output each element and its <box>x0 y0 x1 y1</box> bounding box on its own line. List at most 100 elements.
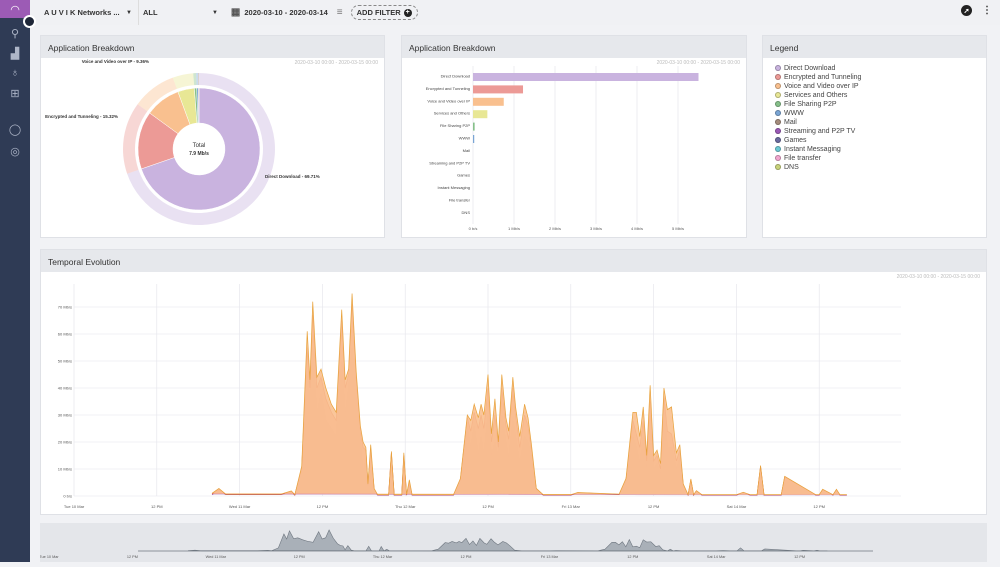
legend-dot-icon <box>775 137 781 143</box>
legend-dot-icon <box>775 92 781 98</box>
navigator-tick-label: Wed 11 Mar <box>206 555 227 559</box>
bar-category-label: DNS <box>462 210 471 215</box>
pie-panel: Application Breakdown 2020-03-10 00:00 -… <box>40 35 385 238</box>
date-range-label: 2020-03-10 00:00 - 2020-03-15 00:00 <box>656 60 740 66</box>
bar-category-label: Games <box>457 173 470 178</box>
sidebar-item-tools[interactable]: ⚲ <box>0 22 30 44</box>
legend-label: Services and Others <box>784 92 848 99</box>
legend-dot-icon <box>775 65 781 71</box>
navigator-chart[interactable]: Tue 10 Mar 12 PM Wed 11 Mar 12 PM Thu 12 Mar… <box>39 523 987 562</box>
bar <box>473 135 475 143</box>
legend-dot-icon <box>775 146 781 152</box>
panel-title: Application Breakdown <box>41 36 384 58</box>
client-name: A U V I K Networks ... <box>44 8 120 17</box>
y-tick-label: 40 Mb/s <box>58 386 72 391</box>
date-range-label: 2020-03-10 00:00 - 2020-03-15 00:00 <box>294 60 378 66</box>
legend-item[interactable]: Direct Download <box>775 64 974 73</box>
y-tick-label: 60 Mb/s <box>58 332 72 337</box>
x-tick-label: Fri 13 Mar <box>562 504 581 509</box>
panel-title: Temporal Evolution <box>41 250 986 272</box>
navigator-area <box>187 529 828 552</box>
navigator-tick-label: 12 PM <box>127 555 138 559</box>
pie-label: Direct Download - 69.71% <box>265 174 320 179</box>
navigator-tick-label: 12 PM <box>627 555 638 559</box>
filter-icon[interactable]: ≡ <box>336 7 343 18</box>
navigator-tick-label: 12 PM <box>294 555 305 559</box>
legend-dot-icon <box>775 110 781 116</box>
legend-item[interactable]: WWW <box>775 109 974 118</box>
time-navigator[interactable]: Tue 10 Mar 12 PM Wed 11 Mar 12 PM Thu 12 Mar… <box>39 523 987 562</box>
navigator-tick-label: 12 PM <box>461 555 472 559</box>
legend-item[interactable]: Voice and Video over IP <box>775 82 974 91</box>
legend-dot-icon <box>775 128 781 134</box>
wrench-icon: ⚲ <box>10 27 20 40</box>
legend-dot-icon <box>775 155 781 161</box>
legend-item[interactable]: Instant Messaging <box>775 145 974 154</box>
sidebar-item-support[interactable]: ◎ <box>0 140 30 162</box>
analytics-icon: ▟ <box>10 47 20 60</box>
x-tick-label: 5 Mb/s <box>672 226 684 231</box>
sidebar-item-dashboard[interactable]: ◠ <box>0 0 30 18</box>
y-tick-label: 0 b/s <box>63 494 72 499</box>
legend-item[interactable]: Streaming and P2P TV <box>775 127 974 136</box>
drawer-toggle-button[interactable] <box>23 15 36 28</box>
legend-label: DNS <box>784 164 799 171</box>
sidebar-item-analytics[interactable]: ▟ <box>0 42 30 64</box>
legend-item[interactable]: Mail <box>775 118 974 127</box>
panel-title: Application Breakdown <box>402 36 746 58</box>
x-tick-label: 0 b/s <box>469 226 478 231</box>
date-range-label: 2020-03-10 00:00 - 2020-03-15 00:00 <box>896 274 980 280</box>
legend-item[interactable]: File Sharing P2P <box>775 100 974 109</box>
bar <box>473 85 524 94</box>
total-value: 7.9 Mb/s <box>189 151 209 157</box>
legend-item[interactable]: Services and Others <box>775 91 974 100</box>
navigator-tick-label: 12 PM <box>794 555 805 559</box>
topbar: A U V I K Networks ... ▼ ALL ▼ ▦ 2020-03… <box>30 0 1000 25</box>
legend-item[interactable]: Games <box>775 136 974 145</box>
site-select[interactable]: ALL <box>137 0 212 25</box>
sidebar-item-network[interactable]: ⊞ <box>0 82 30 104</box>
calendar-icon[interactable]: ▦ <box>230 7 241 18</box>
x-tick-label: Wed 11 Mar <box>229 504 251 509</box>
legend-item[interactable]: File transfer <box>775 154 974 163</box>
legend-label: File Sharing P2P <box>784 101 837 108</box>
navigator-tick-label: Sat 14 Mar <box>707 555 726 559</box>
date-range[interactable]: 2020-03-10 - 2020-03-14 <box>244 8 328 17</box>
navigator-tick-label: Fri 13 Mar <box>541 555 559 559</box>
legend-dot-icon <box>775 164 781 170</box>
network-icon: ⊞ <box>10 87 20 100</box>
x-tick-label: 2 Mb/s <box>549 226 561 231</box>
chevron-down-icon[interactable]: ▼ <box>126 9 132 16</box>
legend-label: Direct Download <box>784 65 836 72</box>
legend-label: Games <box>784 137 807 144</box>
bar-category-label: File Sharing P2P <box>440 123 470 128</box>
x-tick-label: 12 PM <box>317 504 329 509</box>
legend-label: Instant Messaging <box>784 146 841 153</box>
more-vertical-icon[interactable]: ⋮ <box>982 5 992 16</box>
bar-category-label: Direct Download <box>441 74 470 79</box>
y-tick-label: 30 Mb/s <box>58 413 72 418</box>
pie-label: Encrypted and Tunneling - 15.32% <box>45 114 118 119</box>
legend-label: Encrypted and Tunneling <box>784 74 862 81</box>
compass-icon[interactable]: ➚ <box>961 5 972 16</box>
legend-dot-icon <box>775 74 781 80</box>
add-filter-button[interactable]: ADD FILTER + <box>350 5 418 20</box>
pie-label: Voice and Video over IP - 9.36% <box>82 59 149 64</box>
bar-category-label: Streaming and P2P TV <box>429 160 470 165</box>
legend-dot-icon <box>775 119 781 125</box>
chevron-down-icon[interactable]: ▼ <box>211 9 218 16</box>
x-tick-label: Thu 12 Mar <box>395 504 416 509</box>
sidebar-item-chat[interactable]: ◯ <box>0 118 30 140</box>
client-select[interactable]: A U V I K Networks ... <box>44 0 124 25</box>
chat-icon: ◯ <box>8 123 22 136</box>
x-tick-label: 12 PM <box>482 504 494 509</box>
y-tick-label: 20 Mb/s <box>58 440 72 445</box>
legend-item[interactable]: Encrypted and Tunneling <box>775 73 974 82</box>
bar-category-label: Mail <box>463 148 470 153</box>
bar <box>473 122 475 131</box>
sidebar-item-location[interactable]: ♁ <box>0 62 30 84</box>
bar-category-label: Services and Others <box>434 111 470 116</box>
legend-item[interactable]: DNS <box>775 163 974 172</box>
pie-outer-slice <box>137 77 177 112</box>
total-label: Total <box>193 143 206 149</box>
